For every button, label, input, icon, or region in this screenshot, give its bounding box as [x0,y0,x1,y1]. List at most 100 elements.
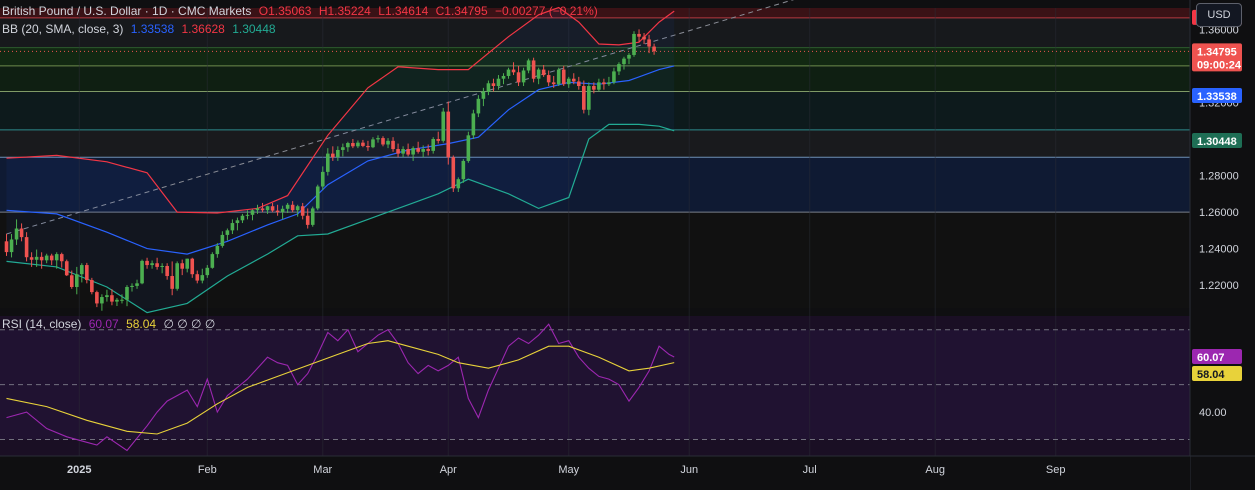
candle-body [195,274,200,281]
candle [511,62,516,76]
candle-body [356,142,360,147]
candle [115,297,119,306]
candle-body [551,82,556,85]
candle [521,67,526,87]
candle-body [74,274,79,287]
candle-body [140,260,144,284]
candle-body [401,149,405,154]
candle [295,204,300,217]
bb-basis-badge-box [1192,88,1242,103]
candle [441,107,446,143]
candle-body [150,263,154,266]
bollinger-bands [6,6,675,314]
candle [602,78,606,90]
rsi-badge: 60.07 [1192,349,1242,364]
candle-body [90,280,94,293]
candle [556,67,561,87]
bb-lower-line [6,123,675,314]
candle [346,141,350,152]
candle-body [39,256,44,261]
candle [546,70,551,87]
candle-body [4,241,9,253]
candlesticks [4,29,656,311]
candle [612,67,616,85]
pane-separator [0,308,1190,316]
candle-body [185,258,190,269]
currency-button[interactable]: USD [1196,3,1242,27]
candle [225,228,230,241]
candle-body [265,206,270,211]
candle [280,205,285,220]
candle [622,56,626,70]
candle-body [280,208,285,213]
bb-basis-badge-text: 1.33538 [1197,91,1237,103]
candle-body [310,208,315,225]
price-zone [0,157,1190,213]
price-axis-background [1190,0,1255,490]
candle [275,204,280,216]
rsi-ma-value: 58.04 [126,317,157,331]
candle-body [145,260,149,266]
candle [34,249,39,267]
candle-body [541,69,546,76]
candle [642,33,646,44]
time-axis-background [0,456,1190,490]
candle [170,261,174,296]
candle-body [582,86,586,110]
candle [110,289,114,306]
candle-body [245,214,250,216]
candle-body [170,276,174,289]
candle [481,87,486,107]
bb-basis-value: 1.33538 [130,22,175,36]
candle [476,95,481,118]
time-tick-label: Aug [925,464,945,476]
candle [85,262,89,284]
price-zone [0,8,1190,18]
candle-body [476,98,481,114]
candle [652,43,656,55]
candle-body [602,82,606,85]
candle [29,252,34,267]
candle-body [54,254,59,261]
bb-legend[interactable]: BB (20, SMA, close, 3) 1.33538 1.36628 1… [2,22,280,36]
candle [100,294,104,311]
candle [597,78,601,92]
high-value: H1.35224 [318,4,371,18]
candle-body [341,147,345,150]
candle [155,257,159,270]
candle-body [416,148,420,152]
candle-body [376,138,380,140]
rsi-legend[interactable]: RSI (14, close) 60.07 58.04 ∅ ∅ ∅ ∅ [2,317,219,331]
candle-body [9,239,14,253]
candle [361,139,365,148]
bb-lower-value: 1.30448 [232,22,276,36]
rsi-ma-badge-text: 58.04 [1197,369,1225,381]
candle-body [305,215,310,225]
symbol-title[interactable]: British Pound / U.S. Dollar · 1D · CMC M… [2,4,252,18]
candle-body [325,153,330,172]
candle-body [436,138,441,141]
price-tick-label: 1.26000 [1199,207,1239,219]
candle [64,259,69,277]
candle-body [210,254,215,268]
candle [24,232,29,262]
candle-body [240,215,245,221]
rsi-label: RSI (14, close) [2,317,82,331]
candle-body [391,140,395,150]
candle-body [85,265,89,281]
candle-body [561,69,566,85]
candle-body [336,149,340,158]
candle [531,57,536,83]
last-price-badge-text: 1.34795 [1197,46,1237,58]
candle-body [607,82,611,85]
candle-body [411,148,415,155]
candle-body [456,179,461,189]
candle-body [69,275,74,287]
candle [19,223,24,242]
candle [436,131,441,144]
candle [120,294,124,304]
candle-body [501,75,506,79]
